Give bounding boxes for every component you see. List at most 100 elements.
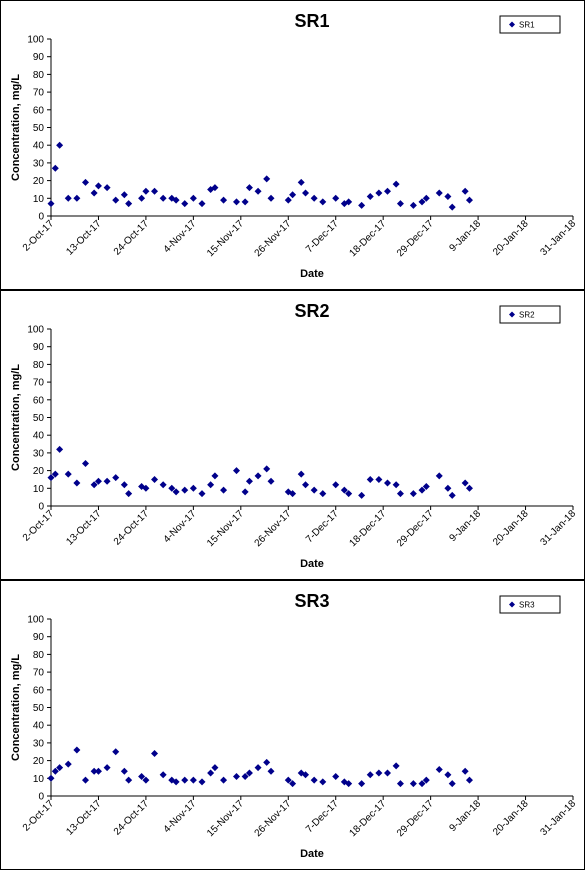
x-tick-label: 2-Oct-17 [21, 798, 57, 834]
legend-label: SR1 [519, 21, 535, 30]
legend-marker [509, 21, 515, 28]
legend-marker [509, 601, 515, 608]
data-point [138, 194, 146, 202]
x-tick-label: 13-Oct-17 [64, 798, 104, 838]
x-tick-label: 9-Jan-18 [448, 798, 484, 834]
data-point [90, 189, 98, 197]
data-point [448, 203, 456, 211]
data-point [159, 771, 167, 779]
data-point [73, 194, 81, 202]
data-point [233, 198, 241, 206]
data-point [142, 484, 150, 492]
data-point [263, 758, 271, 766]
x-tick-label: 4-Nov-17 [162, 508, 199, 545]
data-point [332, 773, 340, 781]
x-tick-label: 15-Nov-17 [205, 798, 246, 839]
y-tick-label: 20 [33, 756, 45, 767]
x-tick-label: 24-Oct-17 [112, 798, 152, 838]
data-point [358, 780, 366, 788]
data-point [82, 776, 90, 784]
x-tick-label: 15-Nov-17 [205, 218, 246, 259]
y-tick-label: 60 [33, 105, 45, 116]
x-tick-label: 29-Dec-17 [395, 508, 436, 549]
data-point [444, 771, 452, 779]
data-point [366, 771, 374, 779]
data-point [94, 182, 102, 190]
data-point [211, 472, 219, 480]
y-tick-label: 40 [33, 141, 45, 152]
chart-title: SR3 [294, 591, 329, 611]
data-point [375, 475, 383, 483]
data-point [159, 194, 167, 202]
data-point [181, 486, 189, 494]
x-tick-label: 4-Nov-17 [162, 798, 199, 835]
y-tick-label: 90 [33, 632, 45, 643]
y-tick-label: 30 [33, 448, 45, 459]
data-point [392, 180, 400, 188]
data-point [366, 475, 374, 483]
data-point [64, 470, 72, 478]
y-tick-label: 0 [38, 502, 44, 513]
data-point [302, 189, 310, 197]
data-point [302, 481, 310, 489]
data-point [47, 200, 55, 208]
data-point [465, 776, 473, 784]
y-tick-label: 30 [33, 738, 45, 749]
x-tick-label: 15-Nov-17 [205, 508, 246, 549]
data-point [241, 488, 249, 496]
x-tick-label: 2-Oct-17 [21, 508, 57, 544]
x-tick-label: 7-Dec-17 [304, 218, 341, 255]
data-point [82, 178, 90, 186]
data-point [418, 780, 426, 788]
data-point [448, 491, 456, 499]
data-point [120, 481, 128, 489]
data-point [56, 445, 64, 453]
data-point [142, 187, 150, 195]
data-point [82, 460, 90, 468]
data-point [64, 760, 72, 768]
data-point [90, 767, 98, 775]
x-tick-label: 31-Jan-18 [539, 218, 579, 258]
data-point [366, 193, 374, 201]
data-point [112, 474, 120, 482]
y-tick-label: 20 [33, 176, 45, 187]
data-point [198, 778, 206, 786]
data-point [319, 778, 327, 786]
y-tick-label: 50 [33, 123, 45, 134]
data-point [189, 484, 197, 492]
chart-svg: SR2 0 10 20 30 40 50 60 70 80 90 100 2-Oct-17 13-Oct-… [10, 301, 578, 570]
data-point [47, 474, 55, 482]
legend-box [499, 15, 561, 34]
y-tick-label: 30 [33, 158, 45, 169]
data-point [211, 184, 219, 192]
data-point [345, 780, 353, 788]
chart-title: SR1 [294, 11, 329, 31]
data-point [409, 780, 417, 788]
data-point [422, 483, 430, 491]
data-point [138, 773, 146, 781]
data-point [125, 200, 133, 208]
x-tick-label: 9-Jan-18 [448, 218, 484, 254]
legend-label: SR3 [519, 601, 535, 610]
chart-svg: SR3 0 10 20 30 40 50 60 70 80 90 100 2-Oct-17 13-Oct-… [10, 591, 578, 860]
data-point [94, 477, 102, 485]
y-tick-label: 0 [38, 792, 44, 803]
y-tick-label: 60 [33, 395, 45, 406]
y-tick-label: 40 [33, 431, 45, 442]
data-point [245, 184, 253, 192]
data-point [392, 481, 400, 489]
data-point [297, 178, 305, 186]
y-tick-label: 80 [33, 70, 45, 81]
data-point [383, 479, 391, 487]
chart-panel-sr2: SR2 0 10 20 30 40 50 60 70 80 90 100 2-Oct-17 13-Oct-… [0, 290, 585, 580]
data-point [245, 769, 253, 777]
data-point [396, 200, 404, 208]
data-point [51, 164, 59, 172]
x-tick-label: 29-Dec-17 [395, 798, 436, 839]
data-point [220, 196, 228, 204]
data-point [345, 198, 353, 206]
data-point [241, 773, 249, 781]
y-tick-label: 50 [33, 413, 45, 424]
x-tick-label: 29-Dec-17 [395, 218, 436, 259]
